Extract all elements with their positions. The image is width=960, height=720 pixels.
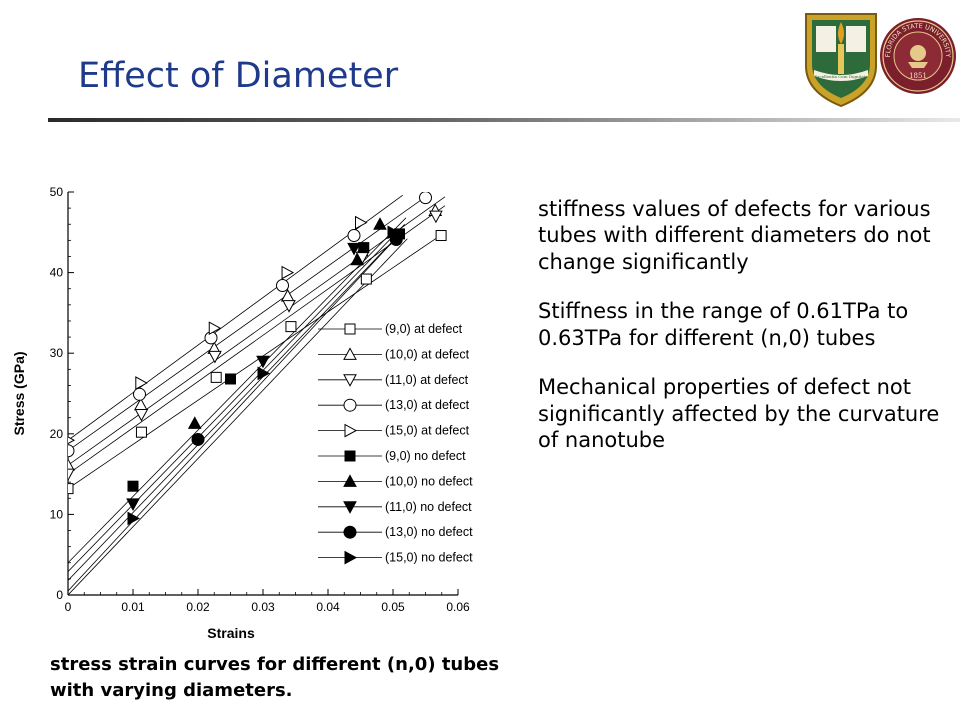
x-tick-label: 0: [65, 600, 72, 614]
data-point: [133, 387, 146, 401]
y-tick-label: 20: [50, 427, 64, 441]
x-tick-label: 0.06: [446, 600, 470, 614]
legend-label: (9,0) no defect: [385, 449, 466, 463]
fit-line: [68, 194, 403, 441]
data-point: [373, 217, 387, 230]
legend-marker: [343, 525, 357, 539]
data-point: [281, 265, 295, 280]
bullet-1: stiffness values of defects for various …: [538, 197, 931, 274]
data-point: [285, 321, 297, 333]
fit-line: [68, 230, 404, 581]
bullet-2: Stiffness in the range of 0.61TPa to 0.6…: [538, 299, 909, 350]
legend-label: (11,0) no defect: [385, 500, 472, 514]
legend-marker: [344, 423, 358, 438]
data-point: [350, 252, 365, 266]
data-point: [210, 371, 222, 383]
legend-label: (13,0) no defect: [385, 525, 473, 539]
slide-bullets: stiffness values of defects for various …: [538, 196, 948, 477]
data-point: [187, 416, 202, 429]
data-point: [257, 366, 271, 381]
data-point: [387, 225, 401, 240]
legend-marker: [343, 501, 357, 514]
y-tick-label: 40: [50, 266, 64, 280]
data-point: [429, 210, 443, 224]
crest-motto: Excellentia Cum Dignitate: [814, 74, 868, 79]
data-point: [191, 432, 205, 446]
x-tick-label: 0.02: [186, 600, 210, 614]
data-point: [68, 436, 76, 445]
data-point: [208, 350, 222, 364]
legend-label: (9,0) at defect: [385, 322, 463, 336]
legend-label: (10,0) at defect: [385, 347, 470, 361]
legend-label: (11,0) at defect: [385, 373, 469, 387]
data-point: [347, 229, 361, 243]
data-point: [127, 511, 141, 526]
fit-line: [68, 205, 446, 475]
legend-label: (15,0) no defect: [385, 551, 473, 565]
y-tick-label: 30: [50, 346, 64, 360]
legend-marker: [343, 347, 357, 360]
data-point: [276, 278, 289, 292]
y-tick-label: 10: [50, 507, 64, 521]
data-point: [435, 230, 447, 242]
fit-line: [68, 196, 426, 452]
legend-marker: [343, 374, 357, 387]
data-point: [68, 444, 75, 458]
legend-label: (10,0) no defect: [385, 474, 473, 488]
university-crest-logo: Excellentia Cum Dignitate: [805, 13, 877, 108]
data-point: [256, 355, 270, 369]
fit-line: [68, 238, 408, 595]
legend-label: (13,0) at defect: [385, 398, 470, 412]
data-point: [419, 192, 432, 205]
y-axis-label: Stress (GPa): [11, 351, 27, 435]
fit-line: [68, 217, 407, 564]
data-point: [355, 215, 368, 230]
data-point: [134, 408, 149, 422]
legend-marker: [344, 550, 358, 565]
university-seal-logo: FLORIDA STATE UNIVERSITY 1851: [880, 18, 956, 94]
data-point: [126, 498, 140, 511]
data-point: [360, 273, 372, 285]
data-point: [358, 242, 370, 254]
fit-line: [68, 237, 397, 592]
x-tick-label: 0.03: [251, 600, 275, 614]
fit-line: [68, 223, 405, 572]
legend-marker: [344, 323, 356, 335]
seal-year: 1851: [909, 72, 927, 80]
data-point: [282, 300, 296, 313]
x-tick-label: 0.04: [316, 600, 340, 614]
legend-marker: [344, 450, 356, 462]
data-point: [135, 376, 148, 390]
y-tick-label: 50: [50, 185, 64, 199]
stress-strain-chart: 0 0.01 0.02 0.03 0.04 0.05 0.06 0 10 20 30 40 50 Stra…: [11, 176, 473, 641]
legend-label: (15,0) at defect: [385, 424, 470, 438]
y-tick-label: 0: [56, 588, 63, 602]
data-point: [68, 483, 74, 495]
x-tick-label: 0.01: [121, 600, 145, 614]
title-divider: [48, 118, 960, 122]
data-point: [68, 468, 75, 482]
chart-caption: stress strain curves for different (n,0)…: [50, 654, 500, 702]
x-axis-label: Strains: [207, 625, 255, 641]
slide-title: Effect of Diameter: [78, 56, 399, 96]
data-point: [135, 426, 147, 438]
bullet-3: Mechanical properties of defect not sign…: [538, 375, 940, 453]
data-point: [68, 458, 75, 471]
data-point: [428, 176, 439, 188]
data-point: [225, 373, 236, 385]
data-point: [347, 242, 361, 256]
x-tick-label: 0.05: [381, 600, 405, 614]
data-point: [127, 480, 139, 492]
legend-marker: [343, 398, 357, 412]
legend-marker: [343, 474, 357, 487]
data-point: [208, 321, 222, 336]
fit-line: [68, 231, 446, 489]
